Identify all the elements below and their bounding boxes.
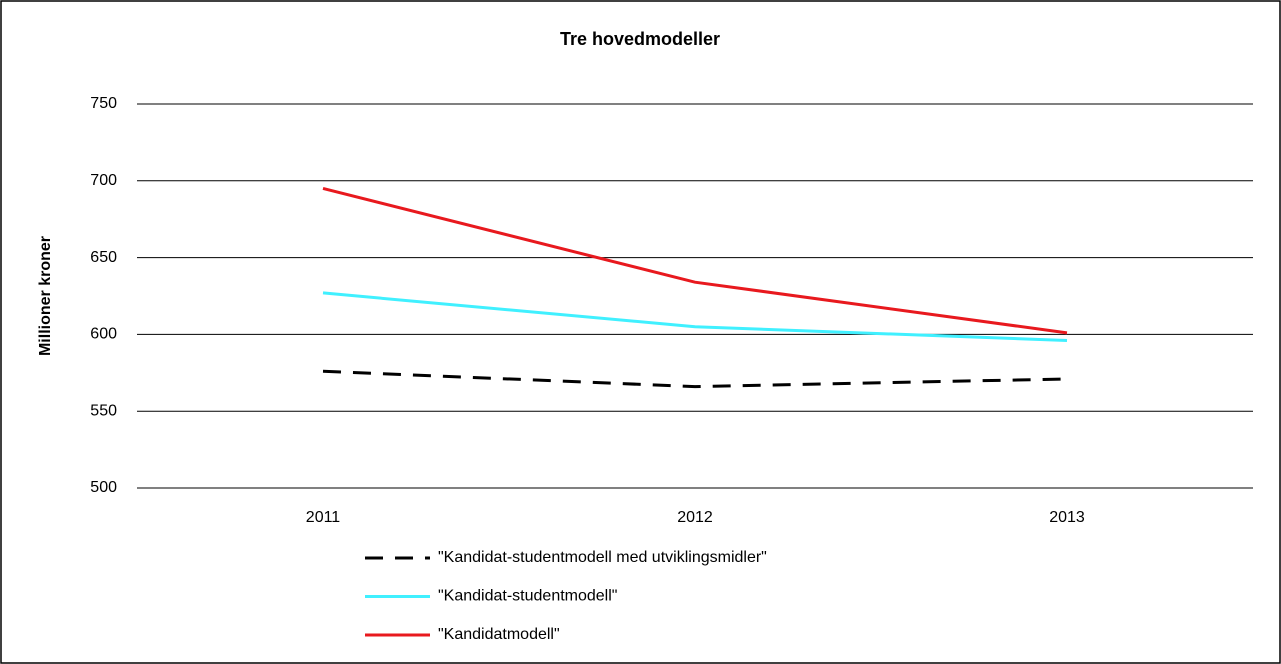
legend-label: "Kandidat-studentmodell med utviklingsmi… [438,549,767,566]
chart-title: Tre hovedmodeller [560,29,720,49]
x-tick-label: 2011 [306,509,341,526]
series-line [322,187,1068,335]
y-tick-label: 700 [90,172,117,189]
y-tick-label: 550 [90,402,117,419]
y-tick-label: 750 [90,95,117,112]
x-tick-label: 2012 [677,509,713,526]
x-tick-label: 2013 [1049,509,1085,526]
legend-label: "Kandidat-studentmodell" [438,588,617,605]
series-line [322,369,1068,389]
y-axis-label: Millioner kroner [37,236,54,356]
series-line [322,291,1068,343]
legend-label: "Kandidatmodell" [438,626,560,643]
y-tick-label: 650 [90,249,117,266]
y-tick-label: 500 [90,479,117,496]
y-tick-label: 600 [90,326,117,343]
